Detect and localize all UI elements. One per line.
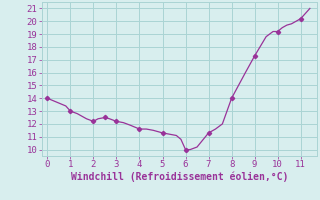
X-axis label: Windchill (Refroidissement éolien,°C): Windchill (Refroidissement éolien,°C) bbox=[70, 172, 288, 182]
